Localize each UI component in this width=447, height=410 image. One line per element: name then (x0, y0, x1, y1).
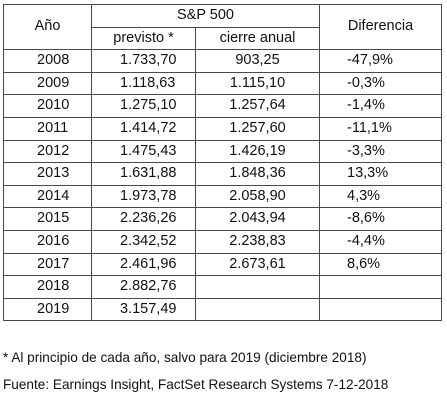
source-note: Fuente: Earnings Insight, FactSet Resear… (3, 377, 389, 392)
footnote: * Al principio de cada año, salvo para 2… (3, 350, 367, 365)
year-cell: 2019 (3, 297, 92, 322)
cierre-cell: 2.238,83 (195, 229, 320, 254)
year-cell: 2011 (3, 116, 92, 141)
diferencia-cell (319, 297, 442, 322)
diferencia-cell: -4,4% (319, 229, 442, 254)
previsto-cell: 1.973,78 (91, 184, 196, 209)
year-cell: 2014 (3, 184, 92, 209)
year-cell: 2015 (3, 207, 92, 231)
cierre-cell (195, 297, 320, 322)
diferencia-cell: -11,1% (319, 116, 442, 141)
diferencia-cell: -3,3% (319, 139, 442, 164)
diferencia-cell: -8,6% (319, 207, 442, 231)
cierre-cell (195, 275, 320, 299)
header-year: Año (3, 3, 92, 51)
year-cell: 2018 (3, 275, 92, 299)
previsto-cell: 2.236,26 (91, 207, 196, 231)
table-row: 2012 1.475,43 1.426,19 -3,3% (3, 139, 442, 164)
sp500-forecast-table: Año S&P 500 Diferencia previsto * cierre… (3, 3, 442, 322)
header-previsto: previsto * (91, 26, 196, 51)
diferencia-cell (319, 275, 442, 299)
cierre-cell: 2.673,61 (195, 252, 320, 277)
table-row: 2013 1.631,88 1.848,36 13,3% (3, 162, 442, 186)
cierre-cell: 1.426,19 (195, 139, 320, 164)
header-sp500: S&P 500 (91, 4, 320, 28)
cierre-cell: 1.257,60 (195, 116, 320, 141)
table-row: 2009 1.118,63 1.115,10 -0,3% (3, 71, 442, 96)
previsto-cell: 1.275,10 (91, 94, 196, 118)
header-cierre-anual: cierre anual (195, 26, 320, 51)
table-row: 2014 1.973,78 2.058,90 4,3% (3, 184, 442, 209)
table-row: 2017 2.461,96 2.673,61 8,6% (3, 252, 442, 277)
cierre-cell: 1.257,64 (195, 94, 320, 118)
previsto-cell: 2.342,52 (91, 229, 196, 254)
diferencia-cell: -47,9% (319, 49, 442, 73)
table-row: 2016 2.342,52 2.238,83 -4,4% (3, 229, 442, 254)
diferencia-cell: -0,3% (319, 71, 442, 96)
table-row: 2010 1.275,10 1.257,64 -1,4% (3, 94, 442, 118)
year-cell: 2010 (3, 94, 92, 118)
year-cell: 2008 (3, 49, 92, 73)
previsto-cell: 1.118,63 (91, 71, 196, 96)
header-diferencia: Diferencia (319, 3, 442, 51)
cierre-cell: 1.848,36 (195, 162, 320, 186)
year-cell: 2013 (3, 162, 92, 186)
table-row: 2015 2.236,26 2.043,94 -8,6% (3, 207, 442, 231)
year-cell: 2017 (3, 252, 92, 277)
diferencia-cell: 13,3% (319, 162, 442, 186)
table-header-row-2: previsto * cierre anual (4, 26, 442, 51)
cierre-cell: 2.058,90 (195, 184, 320, 209)
previsto-cell: 2.461,96 (91, 252, 196, 277)
table-row: 2011 1.414,72 1.257,60 -11,1% (3, 116, 442, 141)
year-cell: 2009 (3, 71, 92, 96)
table-row: 2019 3.157,49 (3, 297, 442, 322)
cierre-cell: 903,25 (195, 49, 320, 73)
previsto-cell: 1.475,43 (91, 139, 196, 164)
table-body: 2008 1.733,70 903,25 -47,9% 2009 1.118,63 1.11… (3, 49, 442, 322)
diferencia-cell: 8,6% (319, 252, 442, 277)
previsto-cell: 2.882,76 (91, 275, 196, 299)
previsto-cell: 1.733,70 (91, 49, 196, 73)
table-row: 2018 2.882,76 (3, 275, 442, 299)
year-cell: 2012 (3, 139, 92, 164)
diferencia-cell: -1,4% (319, 94, 442, 118)
previsto-cell: 1.414,72 (91, 116, 196, 141)
table-header-row-1: Año S&P 500 Diferencia (3, 3, 442, 51)
cierre-cell: 2.043,94 (195, 207, 320, 231)
table-row: 2008 1.733,70 903,25 -47,9% (3, 49, 442, 73)
diferencia-cell: 4,3% (319, 184, 442, 209)
year-cell: 2016 (3, 229, 92, 254)
cierre-cell: 1.115,10 (195, 71, 320, 96)
previsto-cell: 3.157,49 (91, 297, 196, 322)
previsto-cell: 1.631,88 (91, 162, 196, 186)
